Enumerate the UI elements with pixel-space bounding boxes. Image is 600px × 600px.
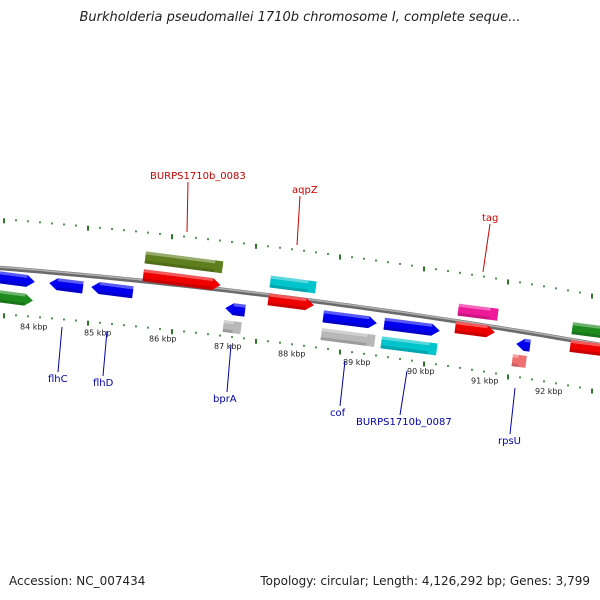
label-leader — [296, 195, 301, 246]
map-title: Burkholderia pseudomallei 1710b chromoso… — [79, 10, 521, 25]
gene-label-below: BURPS1710b_0087 — [356, 417, 452, 428]
gene-block — [511, 354, 527, 368]
scale-label: 90 kbp — [407, 367, 435, 376]
gene-block — [222, 320, 242, 335]
gene-block — [457, 303, 499, 321]
gene-label-below: cof — [330, 408, 346, 419]
scale-label: 88 kbp — [278, 350, 306, 359]
scale-label: 84 kbp — [20, 323, 48, 332]
label-leader — [57, 326, 63, 373]
tick-marks — [3, 218, 593, 394]
scale-label: 87 kbp — [214, 342, 242, 351]
gene-labels: BURPS1710b_0083 aqpZ tag flhC flhD bprA cof BUR… — [48, 171, 521, 447]
label-leader — [102, 330, 108, 377]
label-leader — [509, 387, 516, 435]
label-leader — [186, 181, 189, 233]
gene-arrow — [267, 293, 314, 311]
gene-block — [269, 275, 317, 294]
gene-features — [0, 251, 600, 368]
gene-label-above: BURPS1710b_0083 — [150, 171, 246, 182]
gene-label-below: flhD — [93, 378, 114, 389]
accession-text: Accession: NC_007434 — [9, 574, 146, 588]
gene-arrow — [0, 270, 35, 287]
gene-arrow — [49, 278, 84, 294]
label-leader — [399, 370, 408, 416]
gene-label-above: aqpZ — [292, 185, 318, 196]
label-leader — [226, 344, 232, 393]
label-leader — [482, 223, 491, 273]
gene-block — [571, 322, 600, 339]
scale-label: 89 kbp — [343, 358, 371, 367]
gene-label-below: bprA — [213, 394, 237, 405]
gene-arrow — [516, 338, 531, 352]
genome-summary-text: Topology: circular; Length: 4,126,292 bp… — [260, 574, 590, 588]
label-leader — [339, 360, 346, 407]
gene-arrow — [225, 303, 246, 317]
gene-block — [320, 328, 376, 347]
gene-arrow — [383, 317, 440, 336]
gene-arrow — [454, 321, 495, 338]
gene-block — [380, 336, 438, 356]
scale-labels: 84 kbp 85 kbp 86 kbp 87 kbp 88 kbp 89 kbp 90 k… — [20, 323, 563, 396]
scale-label: 91 kbp — [471, 377, 499, 386]
gene-block — [0, 289, 33, 306]
gene-arrow — [322, 310, 377, 329]
gene-arrow — [91, 282, 134, 299]
gene-arrow — [142, 269, 221, 291]
gene-block — [144, 251, 224, 274]
gene-label-below: rpsU — [498, 436, 521, 447]
scale-label: 92 kbp — [535, 387, 563, 396]
scale-label: 86 kbp — [149, 335, 177, 344]
gene-label-below: flhC — [48, 374, 68, 385]
scale-label: 85 kbp — [84, 328, 112, 337]
gene-label-above: tag — [482, 213, 498, 224]
